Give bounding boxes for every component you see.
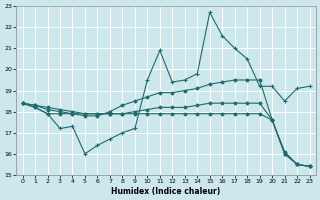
X-axis label: Humidex (Indice chaleur): Humidex (Indice chaleur) [111,187,221,196]
